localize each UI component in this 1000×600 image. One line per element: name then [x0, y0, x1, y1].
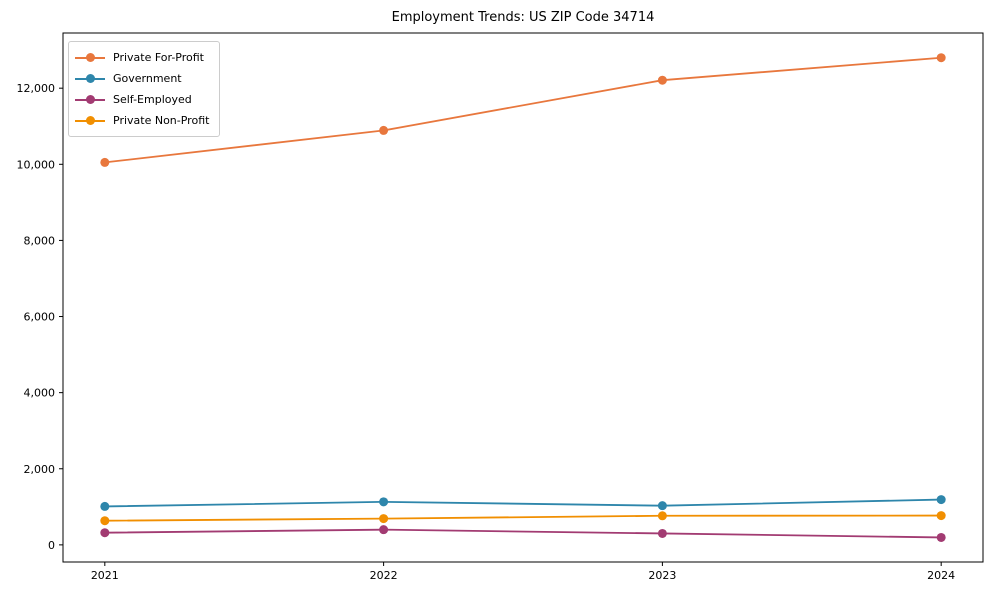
legend-item: Private For-Profit — [75, 47, 209, 68]
data-point — [379, 525, 389, 535]
data-point — [379, 125, 389, 135]
y-axis-tick-label: 2,000 — [24, 463, 56, 476]
x-axis-tick-label: 2024 — [927, 569, 955, 582]
y-axis-tick-label: 0 — [48, 539, 55, 552]
y-axis-tick-label: 4,000 — [24, 387, 56, 400]
chart-title: Employment Trends: US ZIP Code 34714 — [391, 10, 655, 25]
data-point — [936, 532, 946, 542]
data-point — [100, 157, 110, 167]
series-line-1 — [104, 498, 942, 508]
x-axis-tick-label: 2022 — [370, 569, 398, 582]
y-axis-tick-label: 12,000 — [17, 82, 56, 95]
data-point — [379, 497, 389, 507]
y-axis-tick-label: 8,000 — [24, 234, 56, 247]
legend-line-marker-icon — [75, 74, 105, 84]
series-line-0 — [104, 56, 942, 164]
data-point — [936, 53, 946, 63]
data-point — [379, 514, 389, 524]
x-axis-tick-label: 2023 — [648, 569, 676, 582]
data-point — [100, 501, 110, 511]
data-point — [936, 511, 946, 521]
legend-item-label: Private Non-Profit — [113, 114, 210, 127]
data-point — [657, 501, 667, 511]
legend-item: Self-Employed — [75, 89, 209, 110]
legend-item: Private Non-Profit — [75, 110, 209, 131]
axes-frame — [62, 32, 984, 563]
data-point — [100, 516, 110, 526]
legend-line-marker-icon — [75, 95, 105, 105]
data-point — [657, 75, 667, 85]
legend-line-marker-icon — [75, 116, 105, 126]
legend-line-marker-icon — [75, 53, 105, 63]
data-point — [936, 495, 946, 505]
legend-item-label: Private For-Profit — [113, 51, 204, 64]
y-axis-tick-label: 6,000 — [24, 311, 56, 324]
series-line-3 — [104, 514, 942, 522]
series-line-2 — [104, 528, 942, 539]
data-point — [100, 528, 110, 538]
x-axis-tick-label: 2021 — [91, 569, 119, 582]
legend-item-label: Government — [113, 72, 182, 85]
legend-item: Government — [75, 68, 209, 89]
legend: Private For-Profit Government Self-Employe… — [68, 41, 221, 137]
data-point — [657, 528, 667, 538]
y-axis-tick-label: 10,000 — [17, 158, 56, 171]
data-point — [657, 511, 667, 521]
legend-item-label: Self-Employed — [113, 93, 192, 106]
